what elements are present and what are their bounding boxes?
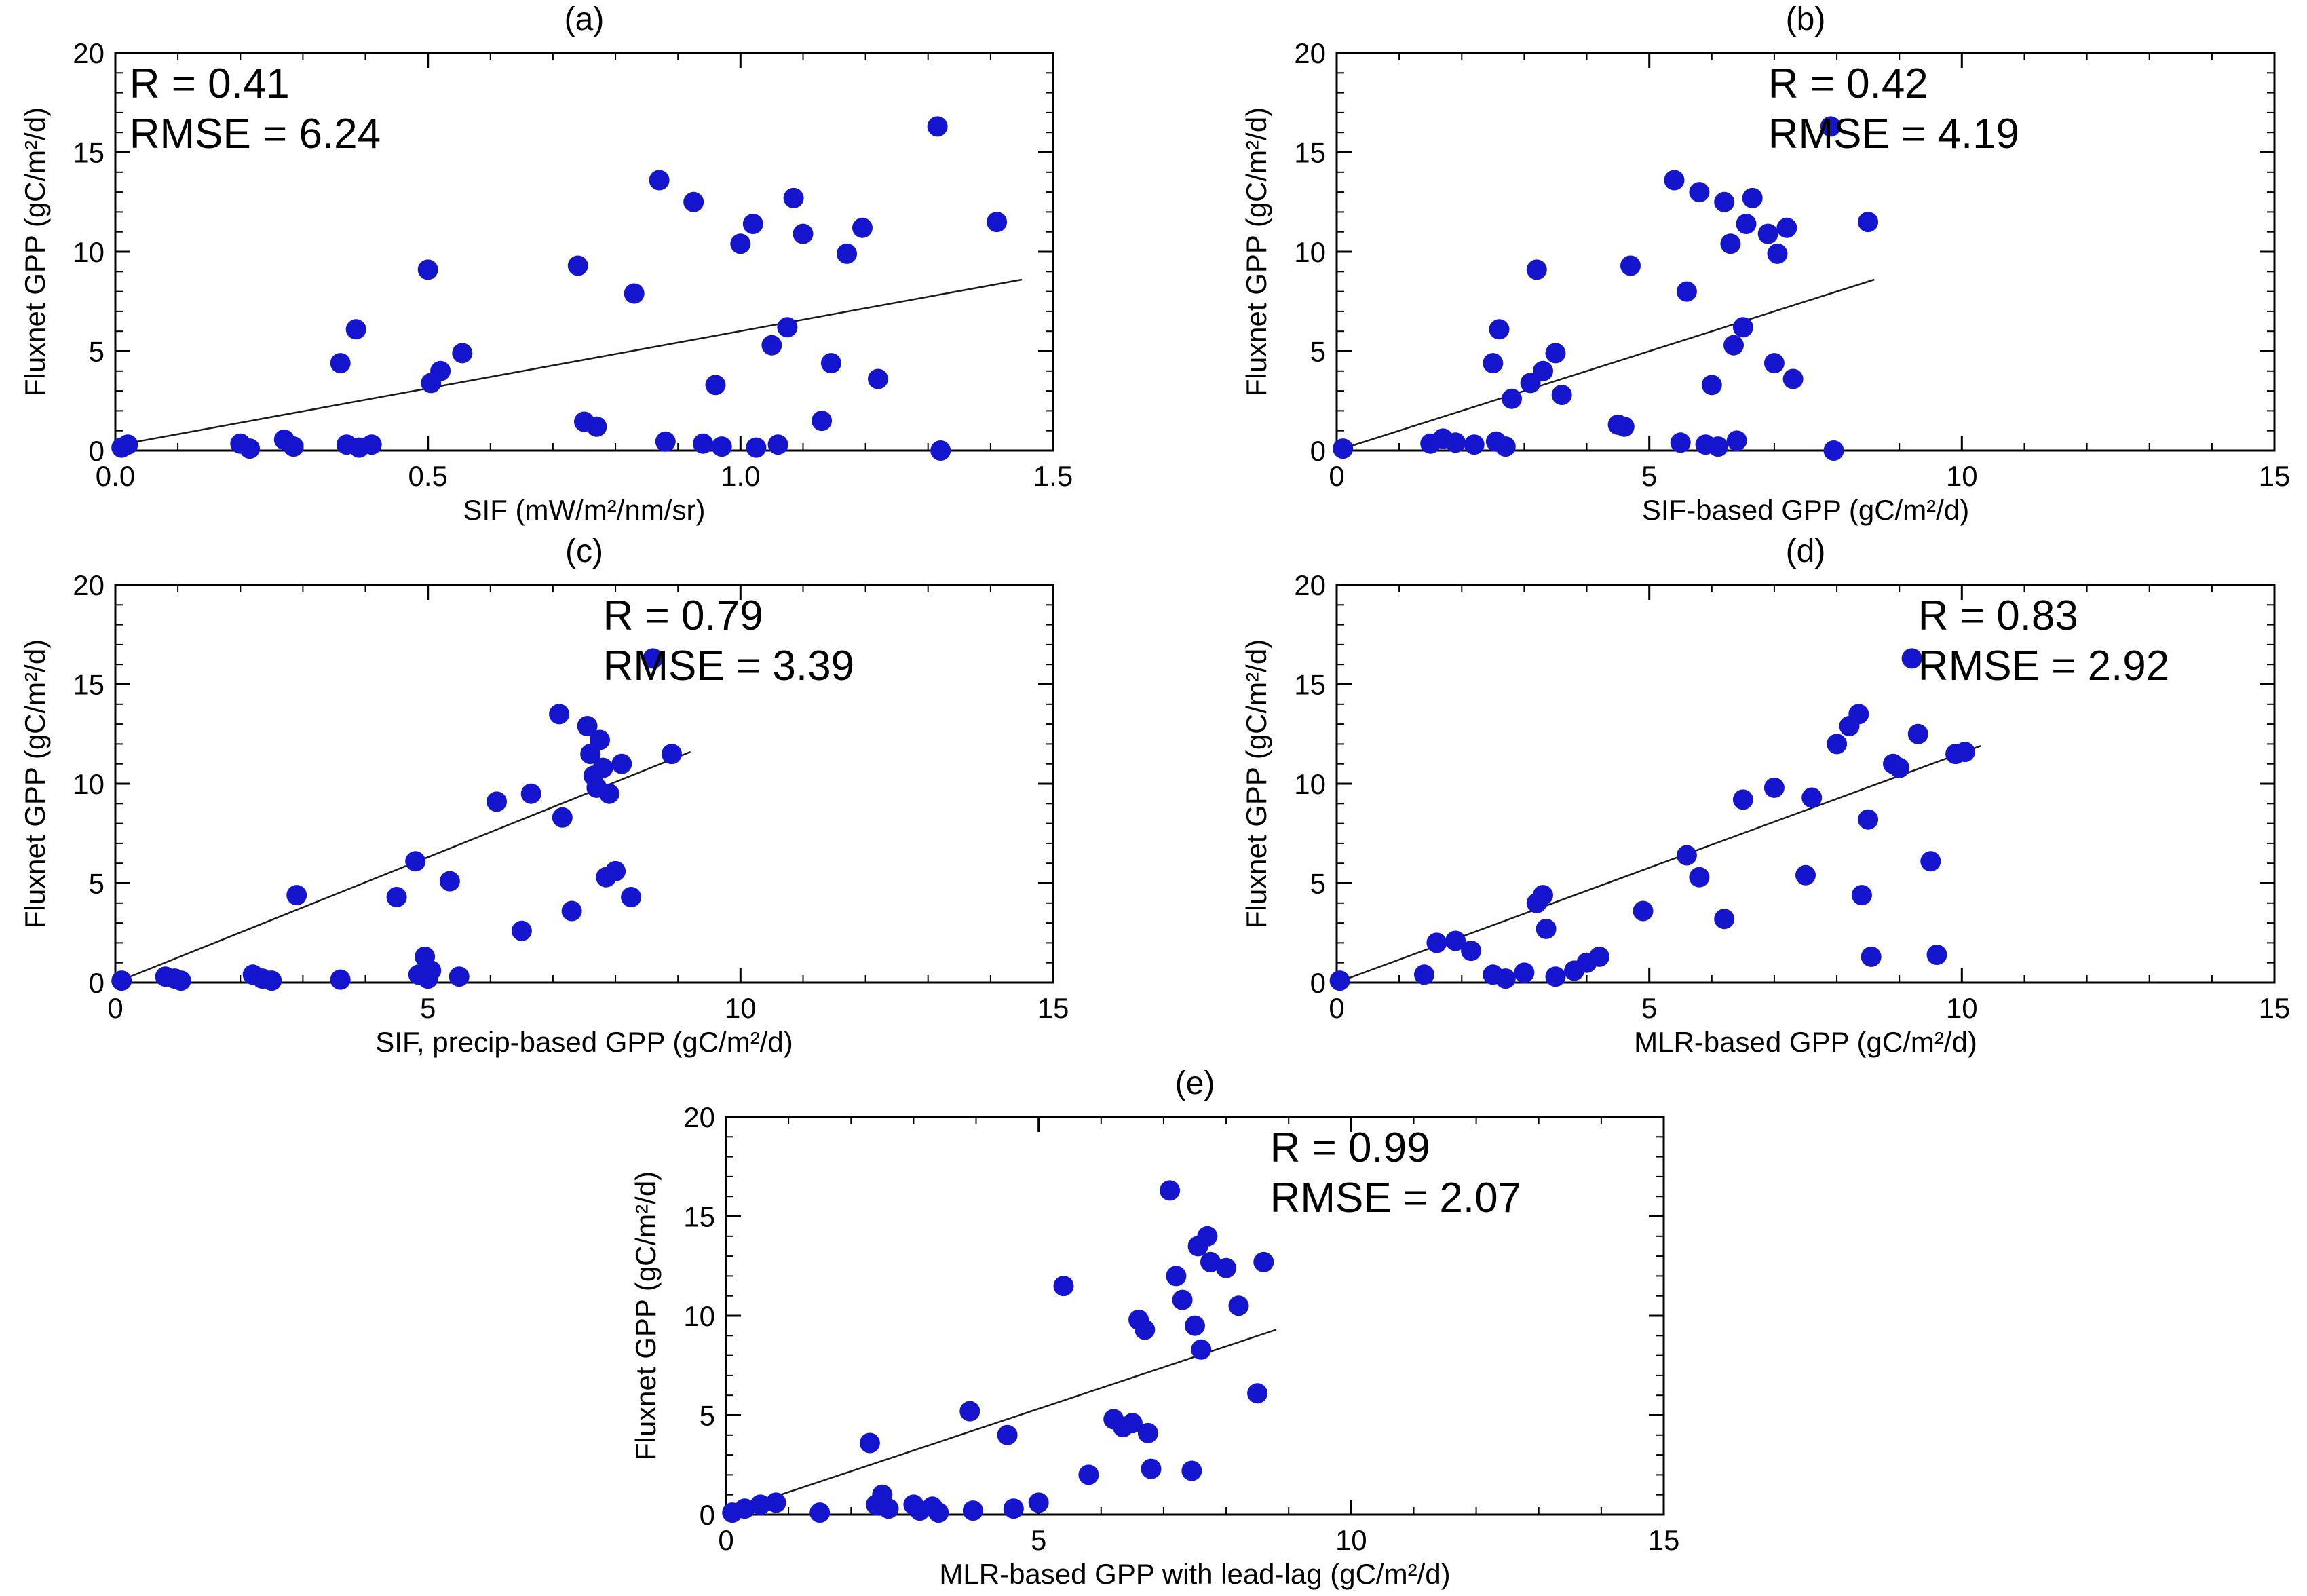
svg-text:15: 15 [683, 1201, 715, 1233]
figure-row-middle: (c) 0 5 10 15 0 5 10 15 20 SIF, precip-based GPP … [0, 532, 2307, 1064]
svg-text:Fluxnet GPP (gC/m²/d): Fluxnet GPP (gC/m²/d) [1240, 107, 1272, 396]
svg-text:1.5: 1.5 [1033, 460, 1072, 492]
panel-d: (d) 0 5 10 15 0 5 10 15 20 MLR-based GPP (gC/m²/d… [1235, 532, 2293, 1064]
svg-text:20: 20 [683, 1103, 715, 1133]
panel-c-label: (c) [565, 533, 603, 569]
svg-text:0: 0 [1310, 967, 1326, 999]
panel-c-scatter-chart: 0 5 10 15 0 5 10 15 20 SIF, precip-based GPP (gC/… [19, 571, 1069, 1058]
svg-text:RMSE = 4.19: RMSE = 4.19 [1768, 111, 2019, 157]
panel-b: (b) 0 5 10 15 0 5 10 15 20 SIF-based GPP (gC/m²/d… [1235, 0, 2293, 532]
svg-text:5: 5 [89, 336, 104, 368]
svg-text:5: 5 [1641, 460, 1657, 492]
svg-text:R = 0.99: R = 0.99 [1270, 1124, 1430, 1171]
svg-text:15: 15 [1648, 1524, 1680, 1556]
svg-text:10: 10 [725, 992, 757, 1024]
panel-e: (e) 0 5 10 15 0 5 10 15 20 MLR-based GPP with lea… [624, 1064, 1683, 1596]
svg-text:0: 0 [89, 435, 104, 467]
svg-text:15: 15 [2259, 992, 2291, 1024]
svg-text:0: 0 [107, 992, 123, 1024]
svg-text:20: 20 [73, 571, 104, 601]
svg-text:Fluxnet GPP (gC/m²/d): Fluxnet GPP (gC/m²/d) [1240, 639, 1272, 928]
svg-text:R = 0.41: R = 0.41 [130, 60, 290, 107]
panel-b-scatter-chart: 0 5 10 15 0 5 10 15 20 SIF-based GPP (gC/m²/d) Flu… [1240, 39, 2291, 526]
svg-text:0: 0 [718, 1524, 733, 1556]
svg-text:10: 10 [683, 1300, 715, 1332]
svg-text:15: 15 [2259, 460, 2291, 492]
svg-text:0: 0 [89, 967, 104, 999]
svg-text:10: 10 [1294, 768, 1326, 800]
svg-text:Fluxnet GPP (gC/m²/d): Fluxnet GPP (gC/m²/d) [19, 639, 51, 928]
svg-text:SIF-based GPP (gC/m²/d): SIF-based GPP (gC/m²/d) [1642, 494, 1969, 526]
svg-text:5: 5 [420, 992, 436, 1024]
svg-text:15: 15 [1037, 992, 1069, 1024]
svg-text:15: 15 [1294, 669, 1326, 701]
svg-text:Fluxnet GPP (gC/m²/d): Fluxnet GPP (gC/m²/d) [630, 1171, 662, 1460]
svg-text:0.0: 0.0 [96, 460, 135, 492]
panel-e-scatter-chart: 0 5 10 15 0 5 10 15 20 MLR-based GPP with lead-la… [630, 1103, 1680, 1590]
svg-text:5: 5 [1641, 992, 1657, 1024]
svg-text:SIF (mW/m²/nm/sr): SIF (mW/m²/nm/sr) [463, 494, 706, 526]
figure-row-bottom: (e) 0 5 10 15 0 5 10 15 20 MLR-based GPP with lea… [0, 1064, 2307, 1596]
svg-text:MLR-based GPP (gC/m²/d): MLR-based GPP (gC/m²/d) [1634, 1026, 1977, 1058]
svg-text:SIF, precip-based GPP (gC/m²/d: SIF, precip-based GPP (gC/m²/d) [375, 1026, 793, 1058]
svg-text:1.0: 1.0 [721, 460, 760, 492]
panel-c: (c) 0 5 10 15 0 5 10 15 20 SIF, precip-based GPP … [14, 532, 1072, 1064]
svg-text:20: 20 [73, 39, 104, 69]
svg-text:10: 10 [73, 768, 104, 800]
svg-text:15: 15 [1294, 137, 1326, 169]
svg-text:20: 20 [1294, 39, 1326, 69]
panel-a: (a) 0.0 0.5 1.0 1.5 0 5 10 15 20 SIF (mW/m²/nm/sr… [14, 0, 1072, 532]
svg-text:5: 5 [700, 1400, 715, 1432]
svg-text:0: 0 [1329, 460, 1344, 492]
svg-text:0.5: 0.5 [408, 460, 448, 492]
svg-text:R = 0.42: R = 0.42 [1768, 60, 1928, 107]
panel-a-scatter-chart: 0.0 0.5 1.0 1.5 0 5 10 15 20 SIF (mW/m²/nm/sr) Flu… [19, 39, 1072, 526]
panel-d-scatter-chart: 0 5 10 15 0 5 10 15 20 MLR-based GPP (gC/m²/d) Flu… [1240, 571, 2291, 1058]
panel-a-label: (a) [564, 1, 605, 37]
panel-d-label: (d) [1785, 533, 1826, 569]
svg-text:5: 5 [1310, 868, 1326, 900]
svg-text:5: 5 [1310, 336, 1326, 368]
svg-text:R = 0.79: R = 0.79 [603, 592, 763, 639]
svg-text:RMSE = 2.92: RMSE = 2.92 [1918, 643, 2169, 689]
svg-text:10: 10 [1294, 236, 1326, 268]
svg-text:MLR-based GPP with lead-lag (g: MLR-based GPP with lead-lag (gC/m²/d) [939, 1558, 1450, 1590]
svg-text:10: 10 [1946, 460, 1978, 492]
svg-text:RMSE = 3.39: RMSE = 3.39 [603, 643, 854, 689]
svg-text:10: 10 [1335, 1524, 1367, 1556]
svg-text:Fluxnet GPP (gC/m²/d): Fluxnet GPP (gC/m²/d) [19, 107, 51, 396]
panel-e-label: (e) [1175, 1065, 1215, 1101]
svg-text:10: 10 [73, 236, 104, 268]
figure-row-top: (a) 0.0 0.5 1.0 1.5 0 5 10 15 20 SIF (mW/m²/nm/sr… [0, 0, 2307, 532]
svg-text:0: 0 [1310, 435, 1326, 467]
svg-text:20: 20 [1294, 571, 1326, 601]
svg-text:0: 0 [700, 1499, 715, 1531]
svg-text:10: 10 [1946, 992, 1978, 1024]
svg-text:5: 5 [89, 868, 104, 900]
svg-text:RMSE = 6.24: RMSE = 6.24 [130, 111, 381, 157]
svg-text:5: 5 [1031, 1524, 1046, 1556]
svg-text:R = 0.83: R = 0.83 [1918, 592, 2078, 639]
svg-text:0: 0 [1329, 992, 1344, 1024]
svg-text:RMSE = 2.07: RMSE = 2.07 [1270, 1175, 1521, 1221]
panel-b-label: (b) [1785, 1, 1826, 37]
svg-text:15: 15 [73, 669, 104, 701]
svg-text:15: 15 [73, 137, 104, 169]
